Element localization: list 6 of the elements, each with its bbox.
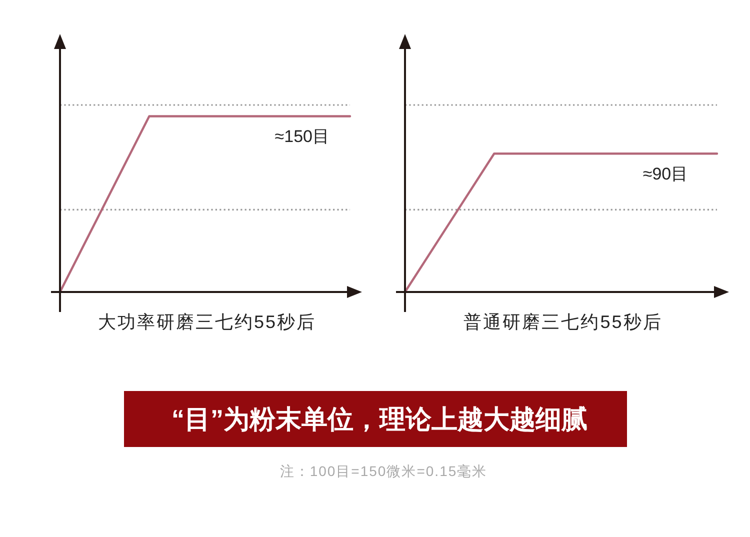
- annotation: ≈90目: [642, 164, 688, 184]
- text: “目”为粉末单位，理论上越大越细腻: [172, 404, 588, 434]
- x-axis-title: 普通研磨三七约55秒后: [464, 312, 662, 332]
- x-axis-title: 大功率研磨三七约55秒后: [98, 312, 316, 332]
- text: 注：100目=150微米=0.15毫米: [280, 463, 488, 479]
- annotation: ≈150目: [274, 127, 330, 146]
